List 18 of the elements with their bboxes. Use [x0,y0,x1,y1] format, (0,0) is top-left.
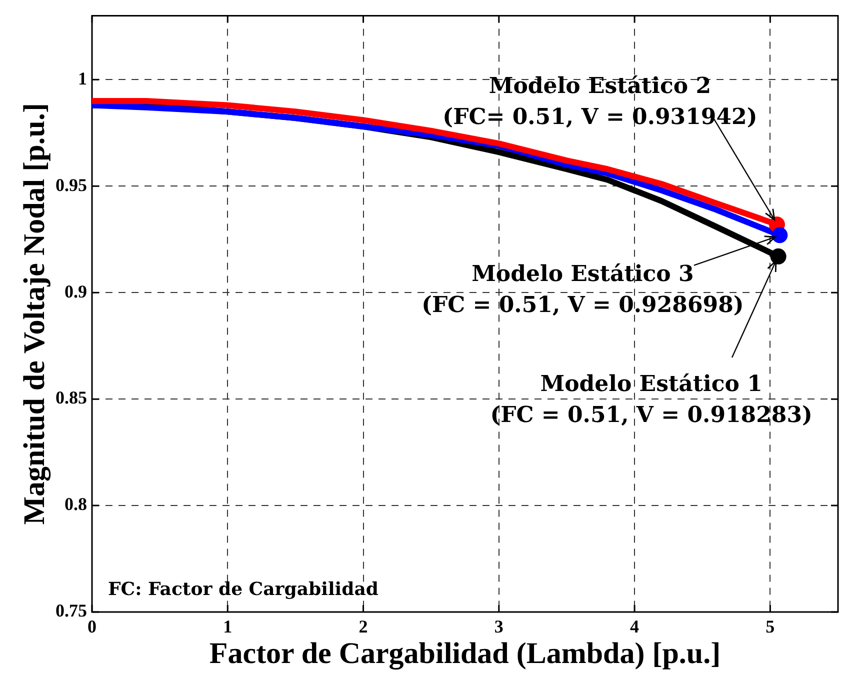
annotation: Modelo Estático 1 (FC = 0.51, V = 0.918283) [490,371,812,428]
x-axis-title: Factor de Cargabilidad (Lambda) [p.u.] [209,636,721,670]
x-tick-label: 3 [494,616,504,636]
y-tick-label: 0.9 [64,281,87,302]
x-tick-label: 4 [630,616,640,636]
y-tick-label: 1 [78,68,87,88]
annotation: Modelo Estático 3 (FC = 0.51, V = 0.928698) [422,260,744,318]
annotation: Modelo Estático 2 (FC= 0.51, V = 0.931942) [442,73,758,130]
y-tick-label: 0.75 [56,600,87,621]
y-tick-label: 0.8 [64,494,87,514]
y-tick-label: 0.85 [56,388,87,408]
y-axis-title: Magnitud de Voltaje Nodal [p.u.] [18,103,51,525]
x-tick-label: 0 [88,616,96,636]
y-tick-label: 0.95 [56,174,87,195]
x-tick-label: 1 [223,616,232,636]
x-tick-label: 2 [358,616,368,636]
annotation: FC: Factor de Cargabilidad [108,579,379,600]
x-tick-label: 5 [766,616,775,636]
